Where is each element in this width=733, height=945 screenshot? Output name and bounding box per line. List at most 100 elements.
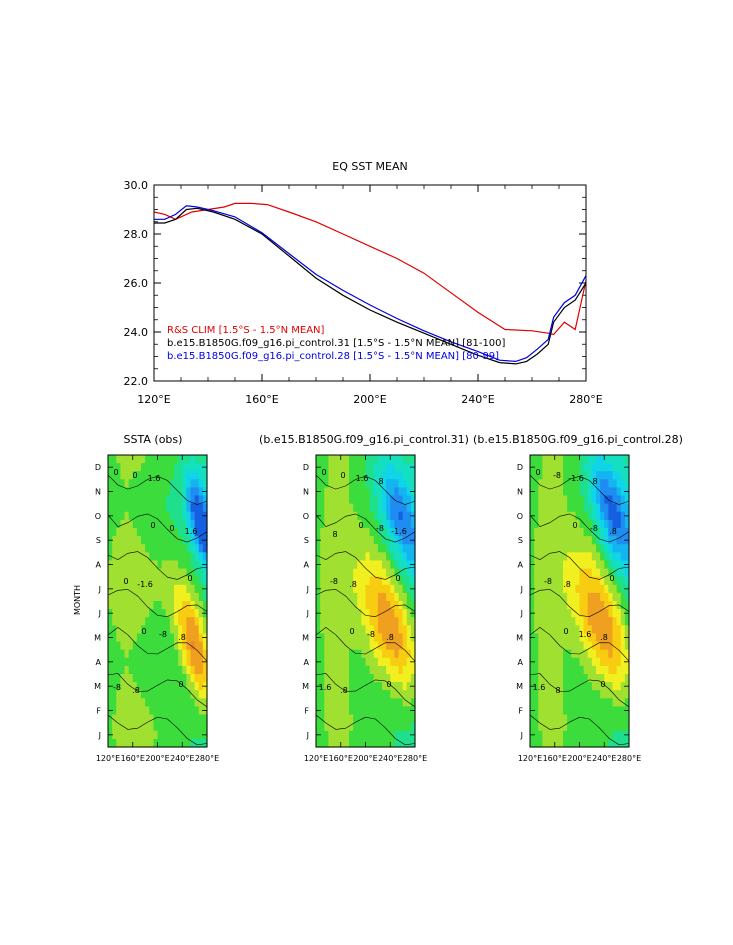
contour-cell xyxy=(169,495,175,505)
contour-cell xyxy=(349,455,354,464)
contour-cell xyxy=(198,487,204,497)
contour-cell xyxy=(554,463,560,472)
contour-cell xyxy=(198,617,204,626)
contour-cell xyxy=(132,625,138,635)
contour-cell xyxy=(149,479,154,489)
contour-cell xyxy=(550,503,556,513)
contour-cell xyxy=(402,576,408,586)
contour-cell xyxy=(124,487,130,497)
contour-cell xyxy=(328,560,334,570)
contour-cell xyxy=(567,479,572,489)
contour-cell xyxy=(320,487,325,497)
month-tick-label: N xyxy=(517,488,523,497)
contour-cell xyxy=(332,519,338,529)
contour-cell xyxy=(373,455,379,464)
contour-cell xyxy=(608,568,614,578)
contour-cell xyxy=(108,576,113,586)
contour-cell xyxy=(169,698,175,708)
contour-cell xyxy=(332,674,338,683)
contour-cell xyxy=(600,560,605,570)
contour-cell xyxy=(174,568,179,578)
contour-cell xyxy=(186,544,192,553)
contour-cell xyxy=(320,536,325,545)
contour-cell xyxy=(124,560,130,570)
contour-cell xyxy=(324,536,329,545)
contour-cell xyxy=(153,730,159,740)
contour-cell xyxy=(141,528,146,537)
contour-cell xyxy=(386,528,391,537)
month-tick-label: M xyxy=(94,682,101,691)
contour-cell xyxy=(349,674,354,683)
contour-cell xyxy=(382,487,387,497)
contour-cell xyxy=(116,592,121,602)
contour-cell xyxy=(174,463,179,472)
contour-cell xyxy=(161,722,167,732)
contour-cell xyxy=(145,649,150,659)
contour-cell xyxy=(382,657,387,667)
contour-label: 0 xyxy=(386,680,391,689)
contour-cell xyxy=(571,633,576,643)
contour-cell xyxy=(157,503,163,513)
contour-cell xyxy=(190,657,196,667)
contour-cell xyxy=(377,649,383,659)
contour-cell xyxy=(136,633,142,643)
contour-cell xyxy=(382,698,387,708)
contour-cell xyxy=(402,479,408,489)
contour-cell xyxy=(600,479,605,489)
contour-cell xyxy=(320,738,325,748)
month-tick-label: A xyxy=(518,561,524,570)
contour-cell xyxy=(165,601,171,610)
contour-cell xyxy=(534,690,539,699)
contour-cell xyxy=(186,487,192,497)
contour-cell xyxy=(194,487,200,497)
lon-tick-label: 160°E xyxy=(543,754,567,763)
contour-cell xyxy=(357,698,362,708)
contour-cell xyxy=(390,706,395,716)
contour-cell xyxy=(583,519,589,529)
contour-cell xyxy=(612,503,618,513)
contour-cell xyxy=(620,682,626,691)
contour-cell xyxy=(373,592,379,602)
contour-cell xyxy=(324,471,329,480)
contour-cell xyxy=(132,722,138,732)
contour-cell xyxy=(332,503,338,513)
contour-cell xyxy=(604,552,609,562)
contour-cell xyxy=(620,576,626,586)
contour-cell xyxy=(316,495,321,505)
contour-cell xyxy=(530,722,535,732)
contour-cell xyxy=(136,730,142,740)
contour-cell xyxy=(165,649,171,659)
contour-cell xyxy=(116,706,121,716)
contour-cell xyxy=(112,511,117,521)
contour-cell xyxy=(382,511,387,521)
contour-cell xyxy=(620,544,626,553)
contour-cell xyxy=(198,657,204,667)
contour-cell xyxy=(612,519,618,529)
contour-cell xyxy=(178,503,183,513)
contour-cell xyxy=(153,519,159,529)
contour-cell xyxy=(320,609,325,618)
contour-cell xyxy=(141,560,146,570)
lon-tick-label: 160°E xyxy=(329,754,353,763)
contour-cell xyxy=(174,536,179,545)
contour-cell xyxy=(410,479,416,489)
contour-cell xyxy=(161,519,167,529)
contour-cell xyxy=(600,463,605,472)
contour-cell xyxy=(377,625,383,635)
contour-cell xyxy=(328,471,334,480)
contour-cell xyxy=(390,568,395,578)
contour-cell xyxy=(182,592,187,602)
contour-cell xyxy=(394,471,400,480)
contour-cell xyxy=(558,738,564,748)
contour-cell xyxy=(596,657,601,667)
line-chart-frame xyxy=(153,184,587,382)
contour-cell xyxy=(349,592,354,602)
contour-cell xyxy=(604,665,609,675)
contour-cell xyxy=(571,665,576,675)
contour-cell xyxy=(382,544,387,553)
contour-cell xyxy=(141,730,146,740)
contour-cell xyxy=(324,584,329,594)
contour-cell xyxy=(340,617,346,626)
contour-cell xyxy=(394,463,400,472)
contour-cell xyxy=(116,487,121,497)
